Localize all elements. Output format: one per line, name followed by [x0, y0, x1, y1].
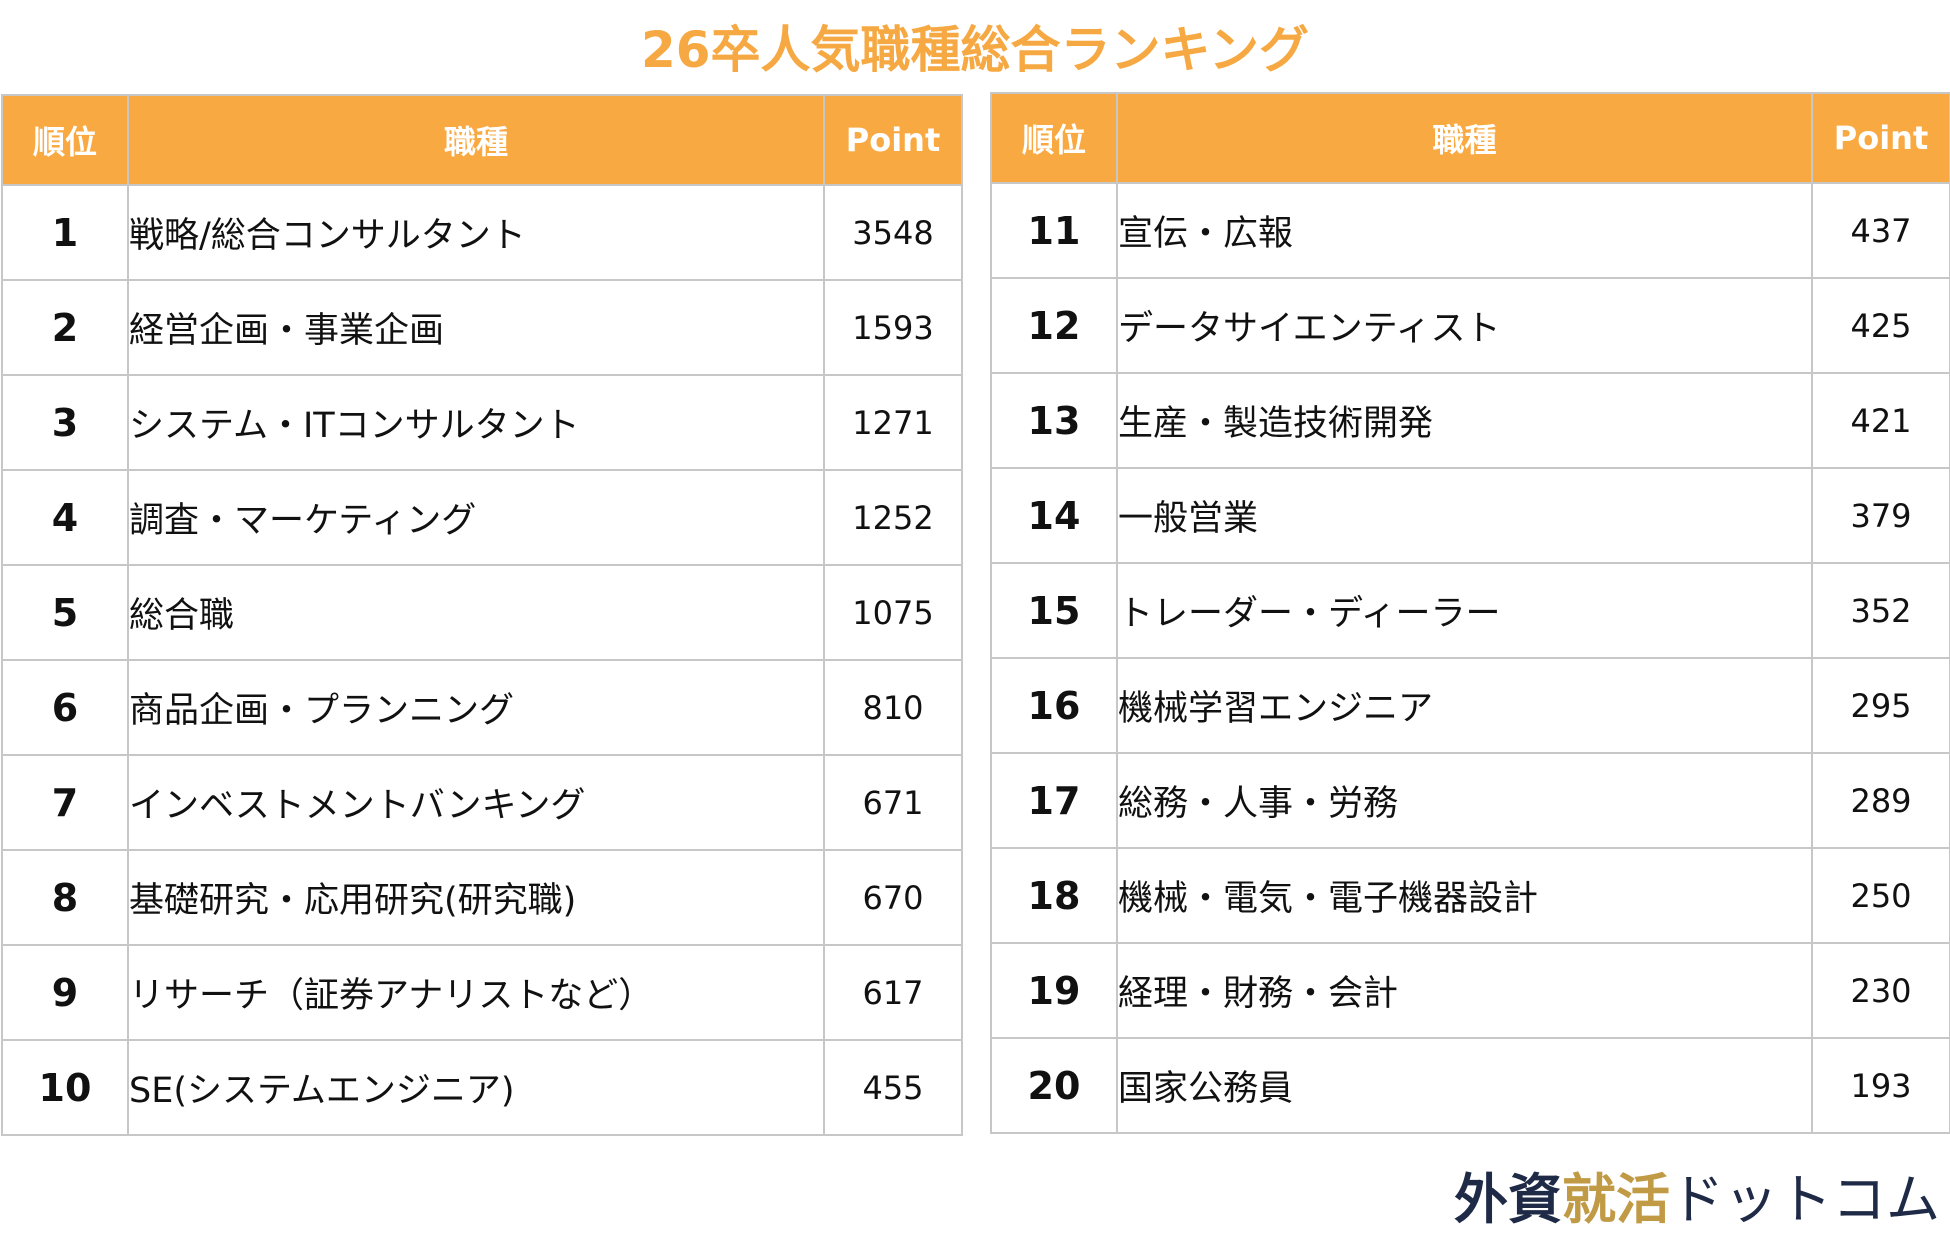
job-cell: 総合職	[127, 564, 825, 661]
ranking-table-right: 順位 職種 Point 11 宣伝・広報 437 12 データサイエンティスト 425 13…	[990, 92, 1950, 1134]
table-row: 9 リサーチ（証券アナリストなど） 617	[1, 944, 963, 1041]
point-cell: 617	[823, 944, 963, 1041]
job-cell: 機械学習エンジニア	[1116, 657, 1813, 754]
job-cell: データサイエンティスト	[1116, 277, 1813, 374]
ranking-table-left: 順位 職種 Point 1 戦略/総合コンサルタント 3548 2 経営企画・事業企画 1…	[1, 94, 963, 1136]
rank-cell: 19	[990, 942, 1118, 1039]
logo-part-1: 外資	[1454, 1167, 1562, 1231]
job-cell: 戦略/総合コンサルタント	[127, 184, 825, 281]
column-header-job: 職種	[1116, 92, 1813, 184]
table-row: 18 機械・電気・電子機器設計 250	[990, 847, 1950, 944]
point-cell: 810	[823, 659, 963, 756]
rank-cell: 10	[1, 1039, 129, 1136]
table-row: 1 戦略/総合コンサルタント 3548	[1, 184, 963, 281]
point-cell: 250	[1811, 847, 1950, 944]
table-row: 4 調査・マーケティング 1252	[1, 469, 963, 566]
job-cell: 経理・財務・会計	[1116, 942, 1813, 1039]
rank-cell: 13	[990, 372, 1118, 469]
table-row: 15 トレーダー・ディーラー 352	[990, 562, 1950, 659]
point-cell: 425	[1811, 277, 1950, 374]
table-row: 6 商品企画・プランニング 810	[1, 659, 963, 756]
rank-cell: 12	[990, 277, 1118, 374]
ranking-rows-left: 1 戦略/総合コンサルタント 3548 2 経営企画・事業企画 1593 3 システム・ITコ…	[1, 184, 963, 1136]
rank-cell: 15	[990, 562, 1118, 659]
rank-cell: 20	[990, 1037, 1118, 1134]
table-row: 19 経理・財務・会計 230	[990, 942, 1950, 1039]
job-cell: 総務・人事・労務	[1116, 752, 1813, 849]
job-cell: 生産・製造技術開発	[1116, 372, 1813, 469]
point-cell: 295	[1811, 657, 1950, 754]
point-cell: 1271	[823, 374, 963, 471]
rank-cell: 3	[1, 374, 129, 471]
point-cell: 1593	[823, 279, 963, 376]
rank-cell: 16	[990, 657, 1118, 754]
rank-cell: 2	[1, 279, 129, 376]
brand-logo: 外資就活ドットコム	[1454, 1167, 1940, 1232]
table-row: 14 一般営業 379	[990, 467, 1950, 564]
table-row: 17 総務・人事・労務 289	[990, 752, 1950, 849]
table-header-row: 順位 職種 Point	[990, 92, 1950, 184]
job-cell: 一般営業	[1116, 467, 1813, 564]
rank-cell: 1	[1, 184, 129, 281]
logo-part-3: ドットコム	[1670, 1168, 1940, 1231]
rank-cell: 8	[1, 849, 129, 946]
job-cell: 機械・電気・電子機器設計	[1116, 847, 1813, 944]
rank-cell: 4	[1, 469, 129, 566]
column-header-point: Point	[823, 94, 963, 186]
table-row: 7 インベストメントバンキング 671	[1, 754, 963, 851]
rank-cell: 9	[1, 944, 129, 1041]
table-row: 12 データサイエンティスト 425	[990, 277, 1950, 374]
point-cell: 3548	[823, 184, 963, 281]
table-row: 11 宣伝・広報 437	[990, 182, 1950, 279]
point-cell: 437	[1811, 182, 1950, 279]
job-cell: 調査・マーケティング	[127, 469, 825, 566]
job-cell: 経営企画・事業企画	[127, 279, 825, 376]
table-row: 10 SE(システムエンジニア) 455	[1, 1039, 963, 1136]
job-cell: トレーダー・ディーラー	[1116, 562, 1813, 659]
ranking-rows-right: 11 宣伝・広報 437 12 データサイエンティスト 425 13 生産・製造技術開発 421…	[990, 182, 1950, 1134]
rank-cell: 17	[990, 752, 1118, 849]
point-cell: 193	[1811, 1037, 1950, 1134]
job-cell: リサーチ（証券アナリストなど）	[127, 944, 825, 1041]
logo-part-2: 就活	[1562, 1167, 1670, 1231]
table-row: 5 総合職 1075	[1, 564, 963, 661]
job-cell: SE(システムエンジニア)	[127, 1039, 825, 1136]
column-header-job: 職種	[127, 94, 825, 186]
column-header-point: Point	[1811, 92, 1950, 184]
column-header-rank: 順位	[1, 94, 129, 186]
point-cell: 289	[1811, 752, 1950, 849]
rank-cell: 14	[990, 467, 1118, 564]
point-cell: 1252	[823, 469, 963, 566]
table-row: 8 基礎研究・応用研究(研究職) 670	[1, 849, 963, 946]
rank-cell: 6	[1, 659, 129, 756]
chart-title: 26卒人気職種総合ランキング	[640, 21, 1310, 79]
job-cell: 基礎研究・応用研究(研究職)	[127, 849, 825, 946]
point-cell: 671	[823, 754, 963, 851]
job-cell: 国家公務員	[1116, 1037, 1813, 1134]
point-cell: 455	[823, 1039, 963, 1136]
point-cell: 379	[1811, 467, 1950, 564]
point-cell: 1075	[823, 564, 963, 661]
job-cell: 宣伝・広報	[1116, 182, 1813, 279]
point-cell: 352	[1811, 562, 1950, 659]
job-cell: システム・ITコンサルタント	[127, 374, 825, 471]
rank-cell: 5	[1, 564, 129, 661]
rank-cell: 18	[990, 847, 1118, 944]
table-header-row: 順位 職種 Point	[1, 94, 963, 186]
column-header-rank: 順位	[990, 92, 1118, 184]
table-row: 20 国家公務員 193	[990, 1037, 1950, 1134]
job-cell: 商品企画・プランニング	[127, 659, 825, 756]
point-cell: 670	[823, 849, 963, 946]
point-cell: 421	[1811, 372, 1950, 469]
table-row: 2 経営企画・事業企画 1593	[1, 279, 963, 376]
table-row: 16 機械学習エンジニア 295	[990, 657, 1950, 754]
table-row: 13 生産・製造技術開発 421	[990, 372, 1950, 469]
rank-cell: 7	[1, 754, 129, 851]
job-cell: インベストメントバンキング	[127, 754, 825, 851]
table-row: 3 システム・ITコンサルタント 1271	[1, 374, 963, 471]
point-cell: 230	[1811, 942, 1950, 1039]
rank-cell: 11	[990, 182, 1118, 279]
